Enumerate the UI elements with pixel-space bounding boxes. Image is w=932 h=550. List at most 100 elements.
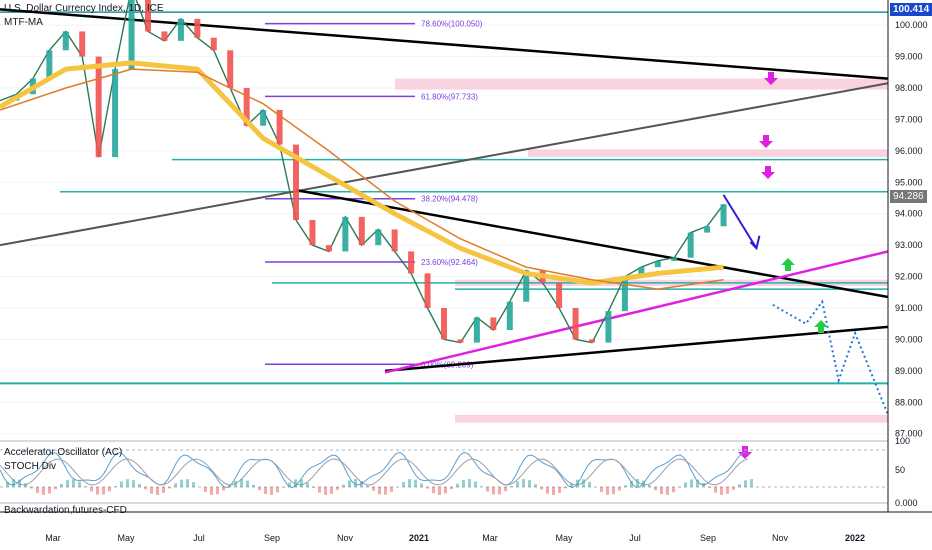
x-tick-label: Mar (482, 533, 498, 543)
ac-histogram-bar (414, 479, 417, 487)
candle (293, 144, 299, 220)
candle (589, 339, 595, 343)
y-tick-label: 93.000 (895, 240, 923, 250)
ac-histogram-bar (540, 487, 543, 490)
x-tick-label: Mar (45, 533, 61, 543)
y-tick-label: 90.000 (895, 334, 923, 344)
y-tick-label: 92.000 (895, 272, 923, 282)
ac-histogram-bar (156, 487, 159, 495)
ac-histogram-bar (678, 487, 681, 488)
ac-histogram-bar (672, 487, 675, 493)
candle (671, 257, 678, 261)
candle (227, 50, 234, 88)
resistance-zone (528, 149, 888, 158)
ac-histogram-bar (150, 487, 153, 494)
candle (112, 69, 119, 158)
ac-histogram-bar (342, 484, 345, 487)
fib-label: 23.60%(92.464) (421, 258, 478, 267)
ac-histogram-bar (294, 479, 297, 487)
candle (309, 220, 316, 246)
symbol-title: U.S. Dollar Currency Index, 1D, ICE (4, 3, 164, 14)
candle (654, 260, 661, 268)
ac-histogram-bar (60, 484, 63, 487)
ac-histogram-bar (690, 479, 693, 487)
ac-histogram-bar (654, 487, 657, 491)
candle (145, 0, 151, 32)
ac-histogram-bar (252, 484, 255, 487)
y-tick-label: 88.000 (895, 397, 923, 407)
ac-histogram-bar (270, 487, 273, 495)
ac-histogram-bar (138, 484, 141, 487)
ac-histogram-bar (564, 487, 567, 489)
down-arrow-icon (759, 135, 773, 148)
ac-histogram-bar (546, 487, 549, 494)
candle (704, 226, 711, 233)
projection-arrowhead (749, 235, 761, 251)
ac-histogram-bar (744, 480, 747, 487)
stoch-div-label: STOCH Div (4, 461, 57, 472)
ac-histogram-bar (222, 487, 225, 491)
ac-histogram-bar (360, 481, 363, 487)
x-tick-label: Sep (264, 533, 280, 543)
candle (95, 56, 102, 158)
y-tick-label: 97.000 (895, 114, 923, 124)
ac-histogram-bar (732, 487, 735, 490)
ac-histogram-bar (468, 479, 471, 487)
ma-fast-line (0, 68, 724, 290)
ac-histogram-bar (372, 487, 375, 491)
ac-histogram-bar (438, 487, 441, 495)
ac-histogram-bar (480, 486, 483, 487)
osc-tick-label: 100 (895, 436, 910, 446)
ac-histogram-bar (186, 479, 189, 487)
up-arrow-icon (781, 258, 795, 271)
x-axis-ticks: Mar May Jul Sep Nov 2021 Mar May Jul Sep Nov 2022 (45, 533, 865, 543)
y-tick-label: 95.000 (895, 177, 923, 187)
ac-histogram-bar (684, 482, 687, 487)
ac-histogram-bar (6, 482, 9, 487)
ac-histogram-bar (312, 487, 315, 488)
ac-histogram-bar (630, 480, 633, 487)
ac-histogram-bar (648, 484, 651, 487)
candle (128, 0, 135, 70)
x-tick-label: 2021 (409, 533, 429, 543)
y-tick-label: 100.000 (895, 20, 928, 30)
axes (0, 0, 932, 513)
ac-histogram-bar (288, 482, 291, 487)
x-tick-label: 2022 (845, 533, 865, 543)
ac-histogram-bar (492, 487, 495, 495)
projection-dotted-path (772, 299, 889, 416)
candle (194, 18, 201, 38)
ac-histogram-bar (726, 487, 729, 494)
plot-background (0, 0, 888, 512)
candle (260, 110, 267, 126)
candle (638, 267, 645, 277)
candle (720, 204, 727, 227)
candle (457, 339, 464, 343)
ac-histogram-bar (12, 479, 15, 487)
candle (161, 31, 168, 41)
ac-histogram-bar (696, 479, 699, 487)
ac-histogram-bar (318, 487, 321, 493)
ac-histogram-bar (144, 487, 147, 490)
ac-histogram-bar (108, 487, 111, 492)
down-arrow-icon (764, 72, 778, 85)
osc-tick-label: 0.000 (895, 498, 918, 508)
falling-trend-line (295, 188, 889, 299)
ac-histogram-bar (366, 485, 369, 487)
ac-histogram-bar (132, 480, 135, 487)
ac-histogram-bar (666, 487, 669, 495)
ac-histogram-bar (408, 479, 411, 487)
candle (605, 311, 612, 343)
moving-averages (0, 60, 724, 290)
ac-histogram-bar (450, 487, 453, 490)
ac-histogram-bar (204, 487, 207, 493)
ac-histogram-bar (216, 487, 219, 495)
ac-histogram-bar (192, 482, 195, 487)
ac-histogram-bar (528, 480, 531, 487)
ac-histogram-bar (228, 485, 231, 487)
ac-histogram-bar (534, 484, 537, 487)
candle (621, 276, 628, 312)
ac-histogram-bar (444, 487, 447, 494)
ac-histogram-bar (552, 487, 555, 495)
ac-histogram-bar (114, 486, 117, 487)
